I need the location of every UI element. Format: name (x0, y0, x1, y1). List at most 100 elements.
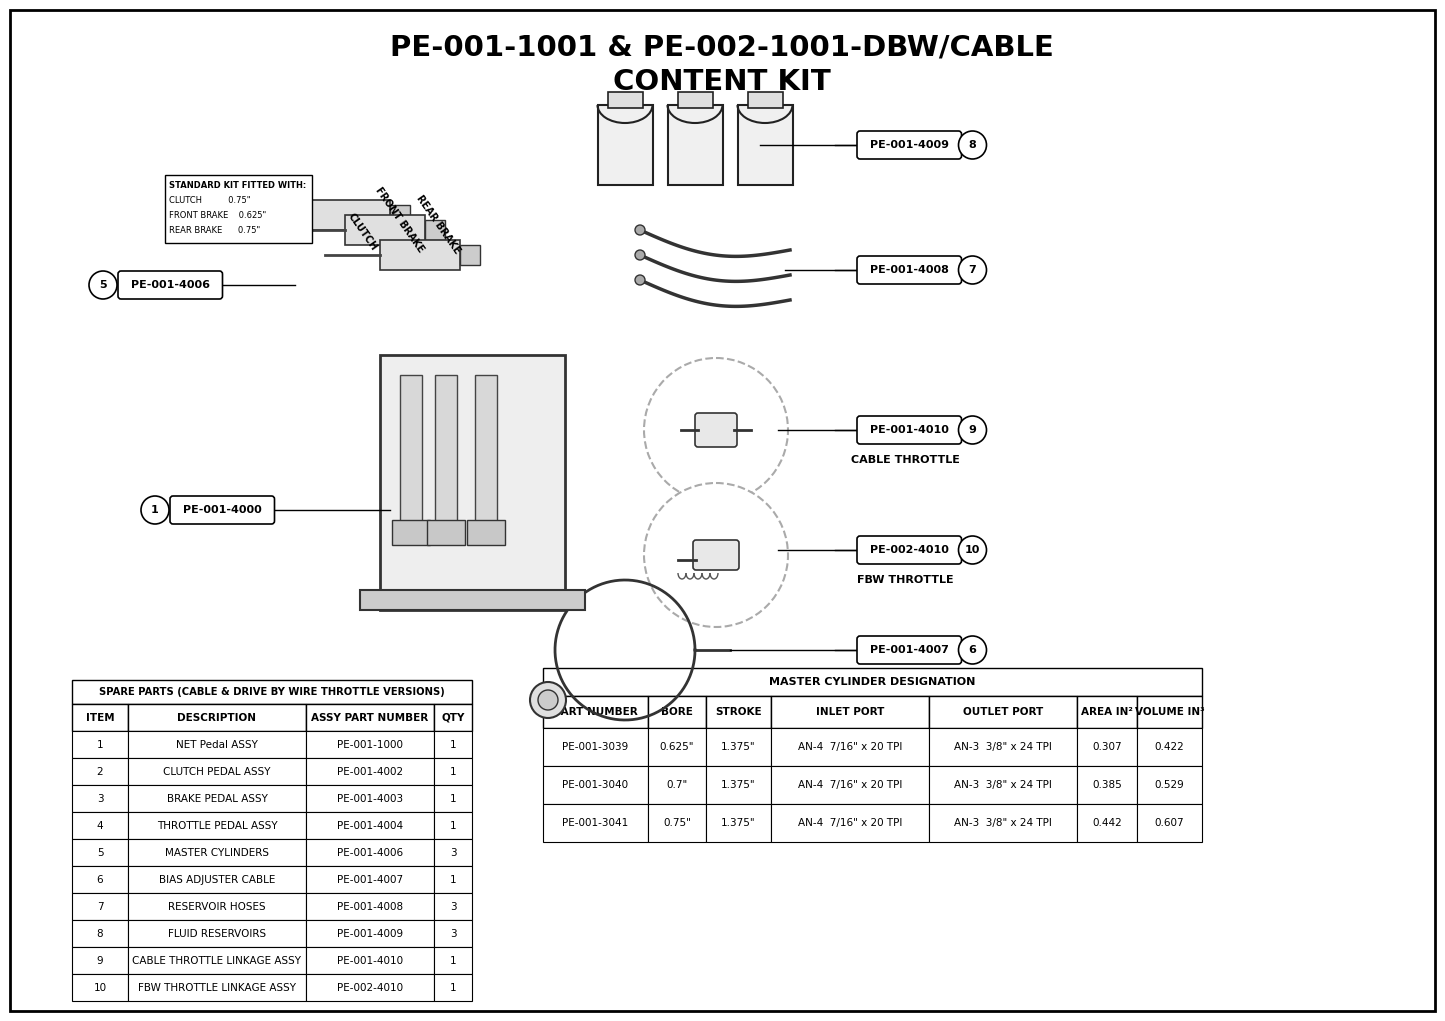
Bar (72, 893, 129, 920)
Text: PE-001-4006: PE-001-4006 (337, 847, 403, 858)
Text: 3: 3 (97, 793, 103, 804)
Bar (392, 520, 431, 545)
Text: PE-001-1000: PE-001-1000 (337, 739, 403, 749)
Bar (72, 758, 129, 785)
Text: 1: 1 (97, 739, 103, 749)
Text: PE-001-4008: PE-001-4008 (337, 902, 403, 912)
Bar (647, 766, 707, 804)
Text: AN-3  3/8" x 24 TPI: AN-3 3/8" x 24 TPI (954, 742, 1052, 752)
Text: PE-001-1001 & PE-002-1001-DBW/CABLE: PE-001-1001 & PE-002-1001-DBW/CABLE (390, 34, 1053, 62)
Text: MASTER CYLINDERS: MASTER CYLINDERS (165, 847, 269, 858)
Circle shape (634, 275, 644, 285)
Text: PE-001-4002: PE-001-4002 (337, 767, 403, 777)
Circle shape (958, 636, 987, 664)
Bar (165, 175, 312, 243)
Text: REAR BRAKE      0.75": REAR BRAKE 0.75" (169, 226, 260, 235)
Bar (306, 731, 434, 758)
Circle shape (958, 416, 987, 444)
Bar (306, 866, 434, 893)
Bar (772, 766, 929, 804)
Text: 1: 1 (449, 956, 457, 966)
Text: SPARE PARTS (CABLE & DRIVE BY WIRE THROTTLE VERSIONS): SPARE PARTS (CABLE & DRIVE BY WIRE THROT… (100, 687, 445, 697)
Bar (608, 92, 643, 108)
Bar (1137, 728, 1202, 766)
Bar (72, 974, 129, 1001)
Text: CABLE THROTTLE: CABLE THROTTLE (851, 455, 959, 465)
Bar (707, 696, 772, 728)
Bar (306, 758, 434, 785)
Text: 9: 9 (97, 956, 103, 966)
Text: 6: 6 (968, 645, 977, 655)
Text: 1.375": 1.375" (721, 742, 756, 752)
Bar (543, 728, 647, 766)
Bar (72, 920, 129, 947)
Bar (929, 804, 1077, 842)
Circle shape (90, 271, 117, 299)
Text: 3: 3 (449, 928, 457, 938)
Bar (306, 812, 434, 839)
Text: CABLE THROTTLE LINKAGE ASSY: CABLE THROTTLE LINKAGE ASSY (133, 956, 302, 966)
Circle shape (644, 483, 788, 627)
Bar (72, 839, 129, 866)
Text: CLUTCH          0.75": CLUTCH 0.75" (169, 195, 250, 204)
Text: 1.375": 1.375" (721, 818, 756, 828)
Bar (129, 839, 306, 866)
Bar (434, 812, 473, 839)
Text: 1: 1 (152, 505, 159, 515)
FancyBboxPatch shape (694, 540, 738, 570)
Bar (475, 375, 497, 535)
Circle shape (538, 690, 558, 710)
Bar (129, 866, 306, 893)
Bar (360, 590, 585, 610)
Text: AN-3  3/8" x 24 TPI: AN-3 3/8" x 24 TPI (954, 780, 1052, 790)
Bar (345, 215, 425, 245)
Text: BIAS ADJUSTER CABLE: BIAS ADJUSTER CABLE (159, 875, 275, 884)
FancyBboxPatch shape (118, 271, 223, 299)
Text: AN-3  3/8" x 24 TPI: AN-3 3/8" x 24 TPI (954, 818, 1052, 828)
Text: PE-001-4003: PE-001-4003 (337, 793, 403, 804)
Text: 0.607: 0.607 (1155, 818, 1185, 828)
Bar (434, 866, 473, 893)
Text: PE-001-4009: PE-001-4009 (870, 140, 949, 150)
Circle shape (634, 250, 644, 260)
Text: PE-001-4007: PE-001-4007 (337, 875, 403, 884)
Text: 3: 3 (449, 902, 457, 912)
Bar (380, 355, 565, 610)
Text: DESCRIPTION: DESCRIPTION (178, 713, 257, 723)
Text: 9: 9 (968, 425, 977, 435)
Text: CLUTCH PEDAL ASSY: CLUTCH PEDAL ASSY (163, 767, 270, 777)
Bar (543, 696, 647, 728)
Text: FBW THROTTLE: FBW THROTTLE (857, 575, 954, 585)
Bar (390, 205, 410, 225)
Text: 8: 8 (968, 140, 977, 150)
Circle shape (958, 536, 987, 564)
Bar (1137, 804, 1202, 842)
Text: 7: 7 (97, 902, 103, 912)
Circle shape (958, 256, 987, 284)
Bar (772, 696, 929, 728)
Bar (129, 974, 306, 1001)
Bar (72, 704, 129, 731)
Text: PE-001-4006: PE-001-4006 (130, 280, 210, 290)
Bar (647, 728, 707, 766)
Bar (434, 920, 473, 947)
Text: 2: 2 (97, 767, 103, 777)
Text: PE-001-4007: PE-001-4007 (870, 645, 949, 655)
Text: 5: 5 (97, 847, 103, 858)
Bar (1077, 728, 1137, 766)
Bar (129, 758, 306, 785)
Text: 1: 1 (449, 793, 457, 804)
Bar (434, 839, 473, 866)
Text: 0.529: 0.529 (1155, 780, 1185, 790)
Text: 1: 1 (449, 982, 457, 992)
Text: 0.75": 0.75" (663, 818, 691, 828)
Circle shape (644, 358, 788, 502)
Bar (72, 866, 129, 893)
FancyBboxPatch shape (857, 636, 961, 664)
Bar (929, 766, 1077, 804)
Bar (129, 731, 306, 758)
Bar (929, 696, 1077, 728)
Bar (772, 728, 929, 766)
Bar (467, 520, 504, 545)
Text: BORE: BORE (660, 707, 694, 717)
